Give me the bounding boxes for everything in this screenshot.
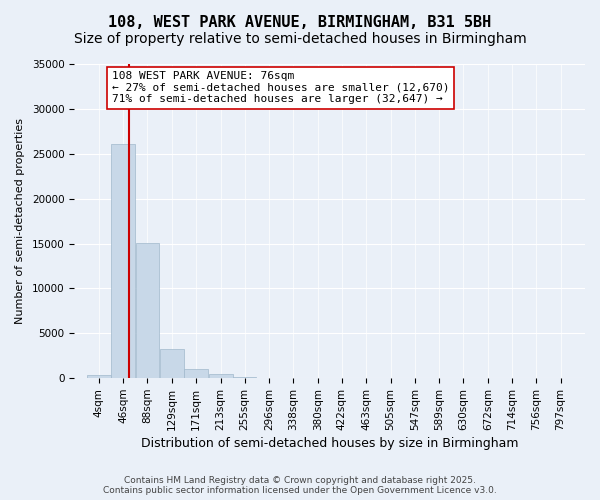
Text: Size of property relative to semi-detached houses in Birmingham: Size of property relative to semi-detach… [74, 32, 526, 46]
Text: 108, WEST PARK AVENUE, BIRMINGHAM, B31 5BH: 108, WEST PARK AVENUE, BIRMINGHAM, B31 5… [109, 15, 491, 30]
Bar [233, 377, 256, 378]
Text: Contains HM Land Registry data © Crown copyright and database right 2025.
Contai: Contains HM Land Registry data © Crown c… [103, 476, 497, 495]
Text: 108 WEST PARK AVENUE: 76sqm
← 27% of semi-detached houses are smaller (12,670)
7: 108 WEST PARK AVENUE: 76sqm ← 27% of sem… [112, 71, 449, 104]
Bar [136, 242, 159, 378]
Bar [87, 375, 111, 378]
Bar [160, 348, 184, 378]
Y-axis label: Number of semi-detached properties: Number of semi-detached properties [15, 118, 25, 324]
Bar [112, 144, 136, 378]
Bar [184, 369, 208, 378]
X-axis label: Distribution of semi-detached houses by size in Birmingham: Distribution of semi-detached houses by … [141, 437, 518, 450]
Bar [209, 374, 233, 378]
